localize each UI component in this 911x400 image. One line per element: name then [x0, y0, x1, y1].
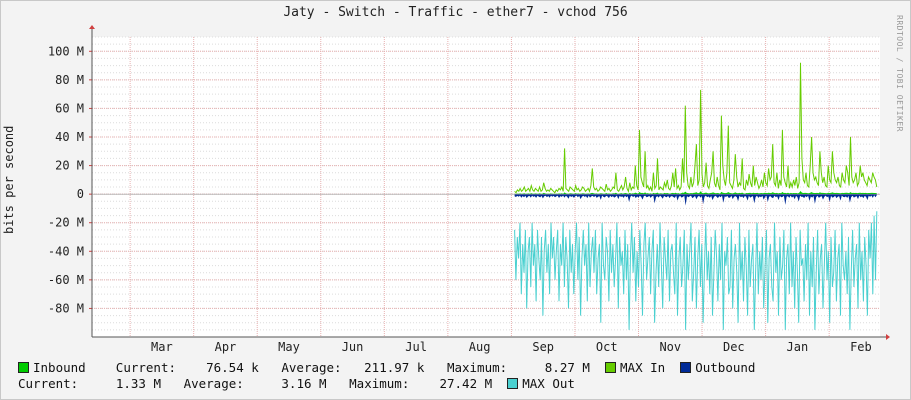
x-tick-label: Jan [787, 340, 809, 354]
legend-row-1: Inbound Current: 76.54 k Average: 211.97… [18, 360, 755, 375]
y-tick-label: -40 M [48, 244, 84, 258]
legend-out-maximum: Maximum: 27.42 M [349, 376, 493, 391]
y-tick-label: 80 M [55, 73, 84, 87]
legend-inbound-label: Inbound [33, 360, 86, 375]
series-max-out [514, 211, 878, 330]
legend-in-average: Average: 211.97 k [281, 360, 425, 375]
x-tick-label: Nov [659, 340, 681, 354]
y-tick-label: 100 M [48, 44, 84, 58]
x-tick-label: Dec [723, 340, 745, 354]
series-outbound [514, 194, 877, 206]
x-tick-label: Jun [342, 340, 364, 354]
max-out-swatch [507, 378, 519, 389]
y-axis-arrow [89, 25, 95, 29]
watermark-text: RRDTOOL / TOBI OETIKER [895, 15, 904, 132]
legend-out-average: Average: 3.16 M [183, 376, 327, 391]
y-tick-label: 20 M [55, 159, 84, 173]
legend-max-in-label: MAX In [620, 360, 666, 375]
x-tick-label: Aug [469, 340, 491, 354]
x-tick-label: May [278, 340, 300, 354]
x-tick-label: Sep [532, 340, 554, 354]
x-tick-label: Oct [596, 340, 618, 354]
x-tick-label: Mar [151, 340, 173, 354]
x-axis-arrow [886, 334, 890, 340]
x-tick-label: Feb [850, 340, 872, 354]
outbound-swatch [680, 362, 692, 373]
x-tick-label: Jul [405, 340, 427, 354]
series-max-in [514, 62, 878, 194]
y-tick-label: 0 [77, 187, 84, 201]
legend-in-maximum: Maximum: 8.27 M [446, 360, 590, 375]
y-tick-label: -20 M [48, 216, 84, 230]
legend-outbound-label: Outbound [695, 360, 756, 375]
y-tick-label: 40 M [55, 130, 84, 144]
legend-out-current: Current: 1.33 M [18, 376, 161, 391]
series-inbound [514, 191, 877, 195]
y-tick-label: -60 M [48, 273, 84, 287]
x-tick-label: Apr [215, 340, 237, 354]
inbound-swatch [18, 362, 29, 373]
legend-in-current: Current: 76.54 k [115, 360, 259, 375]
chart-title: Jaty - Switch - Traffic - ether7 - vchod… [283, 5, 628, 20]
legend-row-2: Current: 1.33 M Average: 3.16 M Maximum:… [18, 376, 575, 391]
max-in-swatch [605, 362, 617, 373]
y-tick-label: 60 M [55, 101, 84, 115]
legend-max-out-label: MAX Out [522, 376, 575, 391]
y-tick-label: -80 M [48, 301, 84, 315]
